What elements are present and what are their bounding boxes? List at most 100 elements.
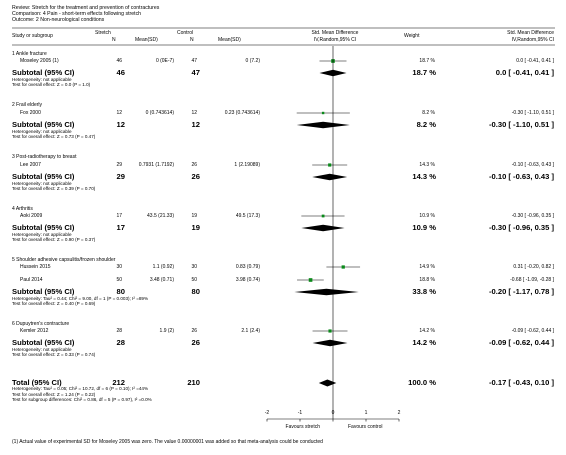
total-n2: 210 [187,378,200,387]
study-name: Fox 2000 [20,109,41,116]
subtotal-weight: 8.2 % [416,120,436,129]
subtotal-ci: -0.09 [ -0.62, 0.44 ] [488,338,554,347]
study-ci: 0.31 [ -0.20, 0.82 ] [513,263,554,270]
total-heterogeneity: Heterogeneity: Tau² = 0.05; Chi² = 10.72… [12,386,149,392]
group-title: 6 Dupuytren's contracture [12,320,70,327]
study-n2: 19 [191,212,197,219]
study-mean1: 0 (0E-7) [155,57,174,64]
subtotal-label: Subtotal (95% CI) [12,172,75,181]
subtotal-weight: 14.2 % [412,338,436,347]
x-tick-label: 2 [397,410,401,416]
subtotal-ci: -0.10 [ -0.63, 0.43 ] [488,172,554,181]
subtotal-label: Subtotal (95% CI) [12,223,75,232]
col-control: Control [177,30,194,36]
study-n1: 12 [116,109,122,116]
study-name: Lee 2007 [20,161,41,168]
subtotal-n2: 19 [191,223,200,232]
total-n1: 212 [112,378,125,387]
subtotal-n1: 28 [116,338,125,347]
subtotal-n2: 47 [191,68,200,77]
heterogeneity: Heterogeneity: not applicable [12,128,72,134]
study-square [321,214,325,218]
study-mean2: 0 (7.2) [245,57,260,64]
overall-effect-test: Test for overall effect: Z = 0.33 (P = 0… [12,351,96,357]
subtotal-n1: 80 [116,287,125,296]
study-mean1: 0.7931 (1.7192) [138,161,174,168]
overall-effect-test: Test for overall effect: Z = 0.90 (P = 0… [12,236,96,242]
study-mean2: 2.1 (2.4) [241,327,260,334]
col-smd-plot: Std. Mean Difference [311,30,359,36]
col-smd-text-method: IV,Random,95% CI [511,37,554,43]
study-n2: 26 [191,327,197,334]
group-title: 4 Arthritis [12,205,33,212]
study-weight: 10.9 % [419,212,435,219]
subtotal-ci: 0.0 [ -0.41, 0.41 ] [495,68,554,77]
subtotal-n1: 29 [116,172,125,181]
study-mean2: 1 (2.19089) [234,161,260,168]
study-ci: 0.0 [ -0.41, 0.41 ] [516,57,554,64]
study-n2: 47 [191,57,197,64]
study-weight: 14.2 % [419,327,435,334]
subtotal-diamond [312,173,348,181]
heterogeneity: Heterogeneity: not applicable [12,346,72,352]
overall-effect-test: Test for overall effect: Z = 0.40 (P = 0… [12,300,96,306]
study-n2: 30 [191,263,197,270]
study-mean2: 49.5 (17.3) [235,212,260,219]
heterogeneity: Heterogeneity: not applicable [12,231,72,237]
total-overall-effect-test: Test for overall effect: Z = 1.24 (P = 0… [12,391,96,397]
x-tick-label: 1 [364,410,368,416]
study-mean1: 0 (0.743614) [145,109,174,116]
study-square [308,278,313,282]
overall-effect-test: Test for overall effect: Z = 0.39 (P = 0… [12,185,96,191]
review-title: Review: Stretch for the treatment and pr… [12,5,160,11]
total-label: Total (95% CI) [12,378,62,387]
subtotal-n1: 12 [116,120,125,129]
study-n2: 12 [191,109,197,116]
favours-left-label: Favours stretch [285,424,320,430]
col-mean1: Mean(SD) [135,37,158,43]
subtotal-weight: 10.9 % [412,223,436,232]
subtotal-label: Subtotal (95% CI) [12,120,75,129]
study-weight: 18.7 % [419,57,435,64]
subtotal-n2: 26 [191,172,200,181]
subtotal-weight: 18.7 % [412,68,436,77]
total-diamond [318,379,337,387]
col-smd-plot-method: IV,Random,95% CI [313,37,357,43]
study-square [328,163,332,167]
comparison-title: Comparison: 4 Pain - short-term effects … [12,11,142,17]
subtotal-weight: 14.3 % [412,172,436,181]
col-smd-text: Std. Mean Difference [507,30,554,36]
study-ci: -0.10 [ -0.63, 0.43 ] [511,161,554,168]
subtotal-label: Subtotal (95% CI) [12,287,75,296]
study-mean1: 3.48 (0.71) [149,276,174,283]
study-n2: 26 [191,161,197,168]
study-ci: -0.30 [ -0.96, 0.35 ] [511,212,554,219]
study-name: Hussein 2015 [20,263,51,270]
outcome-title: Outcome: 2 Non-neurological conditions [12,17,105,23]
subtotal-n2: 12 [191,120,200,129]
study-weight: 18.8 % [419,276,435,283]
study-name: Kemler 2012 [20,327,49,334]
study-ci: -0.30 [ -1.10, 0.51 ] [511,109,554,116]
col-weight: Weight [404,33,420,39]
heterogeneity: Heterogeneity: Tau² = 0.44; Chi² = 9.00,… [12,295,149,301]
col-stretch: Stretch [95,30,111,36]
study-mean2: 0.23 (0.743614) [224,109,260,116]
study-mean1: 1.9 (2) [159,327,174,334]
subtotal-ci: -0.30 [ -0.96, 0.35 ] [488,223,554,232]
col-n1: N [112,37,116,43]
subtotal-n1: 17 [116,223,125,232]
favours-right-label: Favours control [348,424,383,430]
subtotal-ci: -0.20 [ -1.17, 0.78 ] [488,287,554,296]
study-n1: 17 [116,212,122,219]
study-ci: -0.68 [ -1.09, -0.28 ] [510,276,554,283]
group-title: 3 Post-radiotherapy to breast [12,153,77,160]
subtotal-label: Subtotal (95% CI) [12,68,75,77]
study-ci: -0.09 [ -0.62, 0.44 ] [511,327,554,334]
subtotal-n2: 80 [191,287,200,296]
group-title: 1 Ankle fracture [12,50,47,57]
study-weight: 14.3 % [419,161,435,168]
heterogeneity: Heterogeneity: not applicable [12,76,72,82]
study-name: Aoki 2009 [20,212,43,219]
